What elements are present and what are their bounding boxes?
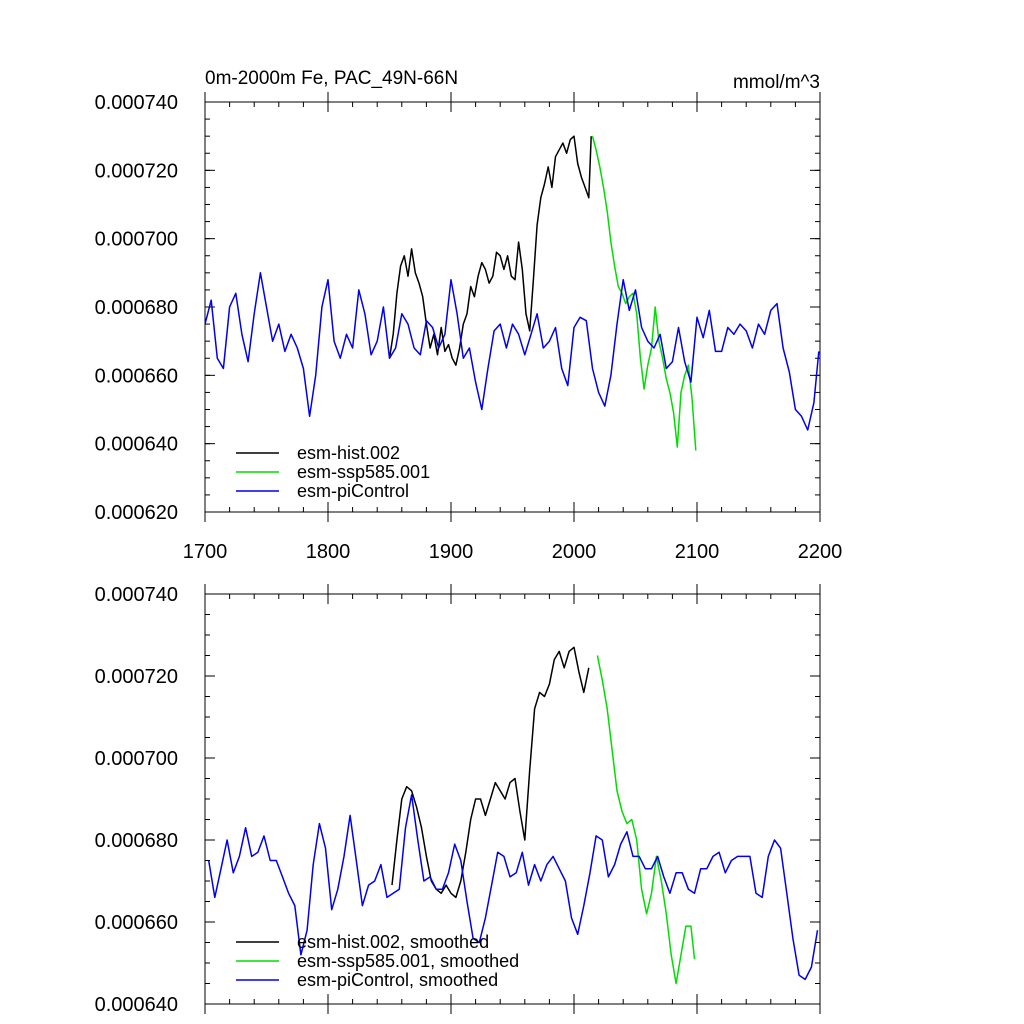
y-tick-label: 0.000720 [95,160,178,182]
legend-label: esm-ssp585.001, smoothed [297,951,519,971]
y-tick-label: 0.000700 [95,229,178,251]
series-line-ssp [596,655,696,985]
bottom-panel: 0.000640 0.000660 0.000680 0.000700 0.000720… [95,584,821,1016]
y-tick-label: 0.000640 [95,434,178,456]
x-tick-label: 2100 [675,541,720,563]
y-tick-label: 0.000680 [95,830,178,852]
y-tick-label: 0.000620 [95,502,178,524]
legend-label: esm-piControl, smoothed [297,970,498,990]
top-panel: 1700 1800 1900 2000 2100 2200 0.000620 0.000640… [95,68,843,563]
x-tick-label: 1900 [429,541,474,563]
series-line-hist [388,135,592,366]
x-tick-label: 2000 [552,541,597,563]
y-tick-label: 0.000720 [95,666,178,688]
series-line-hist [391,646,590,899]
series-line-pic [204,272,820,431]
y-tick-label: 0.000680 [95,297,178,319]
legend-label: esm-hist.002 [297,443,400,463]
x-tick-label: 2200 [798,541,843,563]
y-tick-label: 0.000660 [95,912,178,934]
y-tick-label: 0.000640 [95,994,178,1016]
x-tick-label: 1700 [183,541,228,563]
x-tick-label: 1800 [306,541,351,563]
y-tick-label: 0.000740 [95,584,178,606]
y-tick-label: 0.000660 [95,365,178,387]
legend-label: esm-hist.002, smoothed [297,932,489,952]
units-label: mmol/m^3 [733,72,820,93]
y-tick-label: 0.000700 [95,748,178,770]
series-line-ssp [591,136,697,451]
chart-title: 0m-2000m Fe, PAC_49N-66N [205,68,458,89]
series-line-pic [207,794,819,981]
y-tick-label: 0.000740 [95,92,178,114]
legend-label: esm-piControl [297,481,409,501]
legend-label: esm-ssp585.001 [297,462,430,482]
